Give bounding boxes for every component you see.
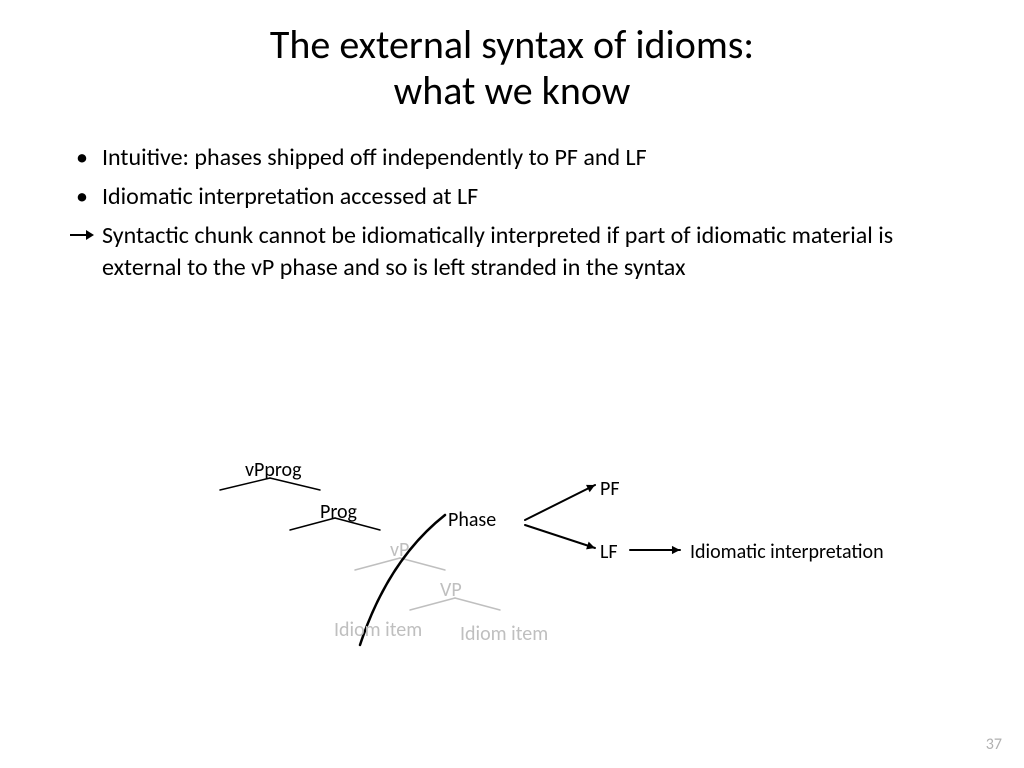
tree-node-Phase: Phase [448, 508, 496, 532]
bullet-1: Intuitive: phases shipped off independen… [70, 142, 954, 173]
tree-node-IdiomItem1: Idiom item [334, 618, 422, 642]
title-line-1: The external syntax of idioms: [0, 22, 1024, 68]
tree-node-LF: LF [600, 540, 618, 564]
tree-node-VP: VP [440, 578, 462, 602]
body-content: Intuitive: phases shipped off independen… [0, 114, 1024, 283]
page-number: 37 [986, 735, 1002, 754]
slide-title: The external syntax of idioms: what we k… [0, 0, 1024, 114]
bullet-3: Syntactic chunk cannot be idiomatically … [70, 220, 954, 282]
tree-node-IdiomItem2: Idiom item [460, 622, 548, 646]
title-line-2: what we know [0, 68, 1024, 114]
tree-node-vPprog: vPprog [245, 458, 301, 482]
tree-node-PF: PF [600, 477, 620, 501]
tree-node-IdiomInterp: Idiomatic interpretation [690, 540, 884, 564]
tree-node-vP: vP [390, 538, 409, 562]
bullet-2: Idiomatic interpretation accessed at LF [70, 181, 954, 212]
tree-node-Prog: Prog [320, 500, 357, 524]
